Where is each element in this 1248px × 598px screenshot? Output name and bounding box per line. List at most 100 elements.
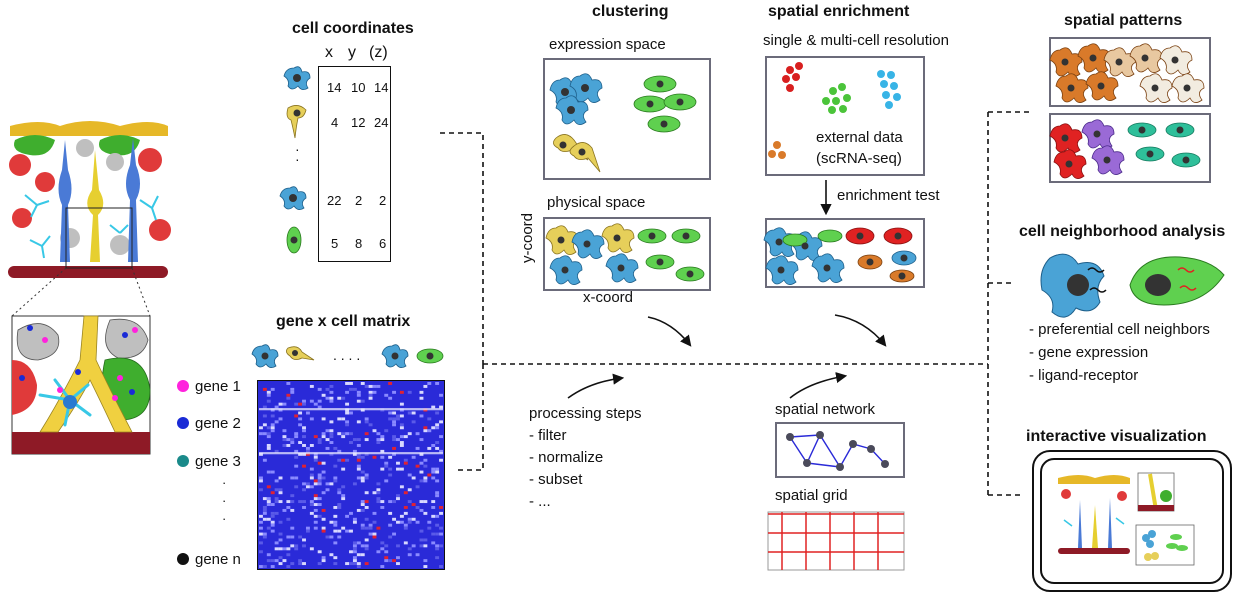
gene-label: gene 1 [195, 378, 241, 395]
matrix-cell [423, 479, 428, 483]
green-neighbor-cell-icon [1129, 256, 1225, 306]
matrix-cell [435, 523, 440, 527]
matrix-cell [317, 562, 322, 566]
matrix-cell [294, 432, 299, 436]
blue-neighbor-cell-icon [1040, 253, 1107, 318]
matrix-cell [396, 417, 400, 421]
matrix-cell [372, 520, 377, 524]
matrix-cell [384, 550, 389, 554]
matrix-cell [360, 508, 365, 512]
matrix-cell [290, 387, 295, 391]
external-data-source: (scRNA-seq) [816, 150, 902, 167]
matrix-cell [333, 556, 338, 560]
matrix-cell [431, 426, 436, 430]
matrix-cell [266, 559, 271, 563]
matrix-cell [262, 458, 267, 462]
matrix-cell [321, 556, 326, 560]
matrix-cell [274, 559, 279, 563]
matrix-cell [317, 473, 322, 477]
matrix-cell [396, 438, 400, 442]
matrix-cell [364, 506, 369, 509]
matrix-cell [435, 532, 440, 536]
matrix-cell [333, 506, 338, 509]
coords-cell: 24 [374, 115, 389, 130]
matrix-title: gene x cell matrix [276, 313, 411, 330]
matrix-cell [396, 556, 400, 560]
matrix-cell [309, 503, 314, 506]
matrix-cell [317, 497, 322, 501]
matrix-cell [262, 387, 267, 391]
matrix-cell [423, 559, 428, 563]
gene-label: gene 2 [195, 415, 241, 432]
grid-label: spatial grid [775, 487, 848, 504]
matrix-cell [329, 384, 334, 388]
matrix-cell [411, 411, 416, 415]
matrix-cell [270, 429, 275, 433]
matrix-cell [309, 547, 314, 551]
physical-space-cells [545, 223, 705, 285]
matrix-cell [325, 396, 330, 400]
matrix-cell [333, 464, 338, 468]
processing-step: - ... [529, 493, 551, 510]
matrix-cell [321, 432, 326, 436]
matrix-cell [372, 535, 377, 539]
matrix-cell [356, 444, 361, 447]
matrix-cell [431, 470, 436, 474]
matrix-cell [411, 455, 416, 459]
matrix-cell [427, 520, 432, 524]
matrix-cell [278, 476, 283, 480]
matrix-cell [388, 467, 393, 471]
matrix-cell [290, 500, 295, 504]
matrix-cell [286, 547, 291, 551]
matrix-cell [419, 470, 424, 474]
matrix-cell [317, 476, 322, 480]
expression-space-label: expression space [549, 36, 666, 53]
matrix-cell [337, 449, 342, 453]
coords-cell: 6 [379, 236, 387, 251]
matrix-cell [302, 562, 306, 566]
matrix-cell [388, 523, 393, 527]
network-label: spatial network [775, 401, 876, 418]
matrix-cell [259, 514, 263, 518]
matrix-cell [262, 535, 267, 539]
matrix-cell [329, 441, 334, 444]
matrix-cell [376, 441, 381, 444]
matrix-cell [364, 544, 369, 548]
matrix-cell [356, 390, 361, 394]
matrix-cell [345, 402, 350, 406]
matrix-cell [266, 517, 271, 521]
matrix-cell [356, 476, 361, 480]
matrix-cell [341, 435, 346, 439]
matrix-cell [423, 544, 428, 548]
matrix-cell [415, 553, 420, 557]
matrix-cell [305, 482, 310, 486]
matrix-cell [360, 476, 365, 480]
matrix-cell [290, 535, 295, 539]
matrix-cell [333, 479, 338, 483]
matrix-cell [427, 526, 432, 530]
matrix-cell [262, 508, 267, 512]
matrix-cell [321, 526, 326, 530]
matrix-cell [333, 446, 338, 450]
processing-step: - normalize [529, 449, 604, 466]
matrix-cell [439, 458, 443, 462]
matrix-cell [329, 420, 334, 424]
matrix-cell [290, 390, 295, 394]
matrix-cell [294, 449, 299, 453]
yellow-cell-icon [286, 346, 315, 361]
matrix-cell [294, 485, 299, 489]
matrix-cell [262, 405, 267, 409]
matrix-cell [380, 438, 385, 442]
matrix-cell [302, 452, 306, 456]
matrix-cell [274, 547, 279, 551]
matrix-cell [266, 399, 271, 403]
matrix-cell [337, 432, 342, 436]
matrix-cell [333, 476, 338, 480]
processing-step: - filter [529, 427, 567, 444]
matrix-cell [435, 411, 440, 415]
matrix-row-highlight [259, 453, 443, 455]
matrix-cell [302, 538, 306, 542]
matrix-cell [356, 565, 361, 568]
matrix-cell [270, 523, 275, 527]
